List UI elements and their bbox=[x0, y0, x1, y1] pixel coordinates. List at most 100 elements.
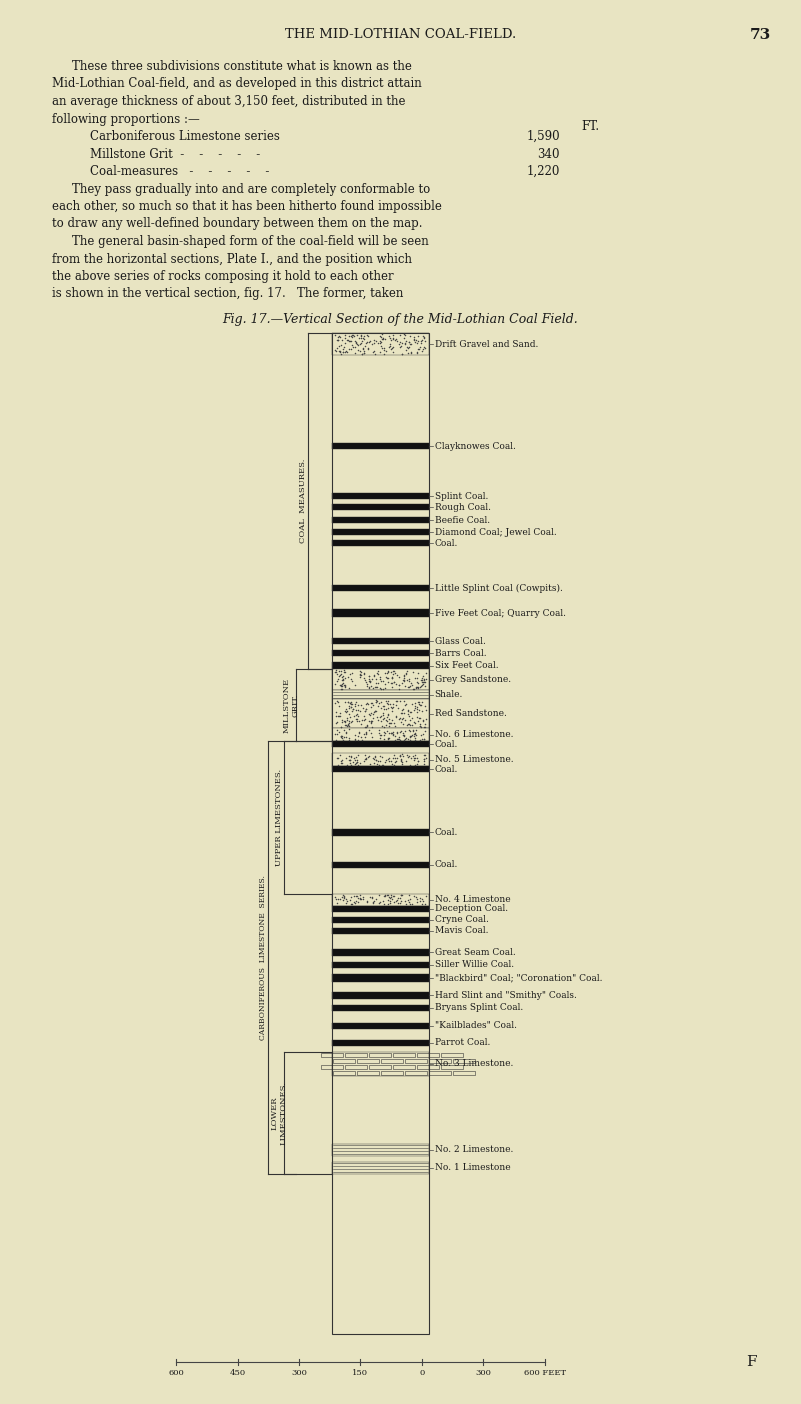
Point bbox=[331, 329, 344, 351]
Point bbox=[392, 674, 405, 696]
Point bbox=[364, 710, 377, 733]
Point bbox=[332, 665, 345, 688]
Point bbox=[332, 705, 345, 727]
Text: No. 4 Limestone: No. 4 Limestone bbox=[434, 896, 510, 904]
Point bbox=[419, 661, 432, 684]
Point bbox=[362, 338, 375, 361]
Point bbox=[412, 324, 425, 347]
Point bbox=[400, 692, 413, 715]
Point bbox=[385, 722, 398, 744]
Point bbox=[403, 724, 416, 747]
Point bbox=[416, 671, 429, 694]
Point bbox=[388, 747, 401, 769]
Bar bbox=[405, 1059, 427, 1063]
Point bbox=[371, 753, 384, 775]
Text: COAL  MEASURES.: COAL MEASURES. bbox=[300, 459, 308, 543]
Point bbox=[383, 333, 396, 355]
Point bbox=[330, 340, 343, 362]
Point bbox=[345, 699, 358, 722]
Point bbox=[353, 886, 366, 908]
Bar bbox=[453, 1071, 475, 1075]
Point bbox=[372, 331, 384, 354]
Point bbox=[372, 660, 384, 682]
Point bbox=[395, 712, 408, 734]
Point bbox=[386, 673, 399, 695]
Point bbox=[417, 337, 429, 359]
Point bbox=[378, 893, 391, 915]
Point bbox=[349, 705, 362, 727]
Point bbox=[357, 661, 370, 684]
Point bbox=[358, 668, 371, 691]
Point bbox=[410, 677, 423, 699]
Point bbox=[364, 330, 376, 352]
Bar bbox=[332, 917, 429, 922]
Point bbox=[335, 329, 348, 351]
Bar bbox=[332, 1022, 429, 1029]
Point bbox=[355, 333, 368, 355]
Point bbox=[388, 661, 401, 684]
Point bbox=[413, 708, 426, 730]
Point bbox=[342, 710, 355, 733]
Point bbox=[400, 663, 413, 685]
Point bbox=[332, 329, 344, 351]
Point bbox=[337, 341, 350, 364]
Point bbox=[415, 715, 428, 737]
Text: 1,220: 1,220 bbox=[526, 166, 560, 178]
Point bbox=[362, 746, 375, 768]
Point bbox=[419, 695, 432, 717]
Point bbox=[352, 729, 364, 751]
Point bbox=[357, 327, 370, 350]
Point bbox=[370, 750, 383, 772]
Point bbox=[331, 705, 344, 727]
Point bbox=[352, 754, 364, 776]
Point bbox=[358, 705, 371, 727]
Point bbox=[330, 670, 343, 692]
Point bbox=[394, 746, 407, 768]
Point bbox=[386, 709, 399, 731]
Point bbox=[361, 746, 374, 768]
Point bbox=[390, 720, 403, 743]
Point bbox=[385, 701, 398, 723]
Point bbox=[404, 333, 417, 355]
Point bbox=[364, 675, 377, 698]
Point bbox=[360, 673, 373, 695]
Point bbox=[396, 753, 409, 775]
Point bbox=[405, 715, 418, 737]
Point bbox=[381, 747, 394, 769]
Text: Glass Coal.: Glass Coal. bbox=[434, 637, 485, 646]
Point bbox=[336, 668, 349, 691]
Point bbox=[377, 343, 390, 365]
Point bbox=[355, 726, 368, 748]
Point bbox=[352, 724, 364, 747]
Text: Diamond Coal; Jewel Coal.: Diamond Coal; Jewel Coal. bbox=[434, 528, 556, 536]
Point bbox=[330, 892, 343, 914]
Point bbox=[336, 724, 349, 747]
Point bbox=[348, 705, 360, 727]
Point bbox=[338, 336, 351, 358]
Point bbox=[362, 702, 375, 724]
Point bbox=[390, 673, 403, 695]
Point bbox=[384, 692, 396, 715]
Point bbox=[414, 694, 427, 716]
Point bbox=[330, 658, 343, 681]
Point bbox=[410, 671, 423, 694]
Point bbox=[369, 701, 382, 723]
Point bbox=[333, 674, 346, 696]
Point bbox=[391, 747, 404, 769]
Bar bbox=[417, 1066, 439, 1070]
Point bbox=[334, 705, 347, 727]
Point bbox=[354, 887, 367, 910]
Point bbox=[391, 689, 404, 712]
Point bbox=[329, 661, 342, 684]
Point bbox=[352, 887, 364, 910]
Point bbox=[386, 720, 399, 743]
Point bbox=[404, 887, 417, 910]
Point bbox=[381, 727, 394, 750]
Point bbox=[396, 724, 409, 747]
Point bbox=[417, 671, 430, 694]
Point bbox=[412, 750, 425, 772]
Bar bbox=[332, 1163, 429, 1174]
Bar bbox=[417, 1053, 439, 1057]
Point bbox=[382, 698, 395, 720]
Point bbox=[385, 887, 398, 910]
